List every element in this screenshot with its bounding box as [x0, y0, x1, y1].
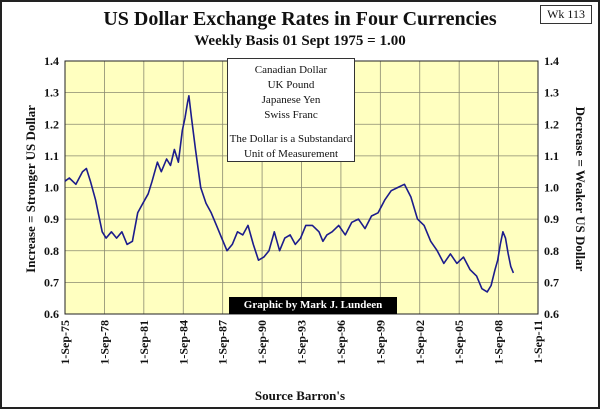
y-tick-label-right: 1.1: [544, 149, 559, 163]
x-tick-label: 1-Sep-78: [97, 320, 111, 365]
y-tick-label-right: 0.6: [544, 307, 559, 321]
y-tick-label-left: 1.4: [44, 54, 59, 68]
series-line-exchange-rate: [64, 95, 515, 293]
y-tick-label-left: 0.9: [44, 212, 59, 226]
week-tag: Wk 113: [540, 5, 592, 24]
y-tick-label-left: 1.3: [44, 86, 59, 100]
legend-box: Canadian Dollar UK Pound Japanese Yen Sw…: [227, 58, 355, 162]
y-tick-label-right: 1.4: [544, 54, 559, 68]
x-axis-source-label: Source Barron's: [254, 388, 346, 403]
x-tick-label: 1-Sep-99: [373, 320, 387, 365]
annotation-text: The Dollar is a Substandard Unit of Meas…: [229, 133, 353, 160]
y-tick-label-left: 1.1: [44, 149, 59, 163]
x-tick-label: 1-Sep-90: [255, 320, 269, 365]
y-tick-label-right: 1.0: [544, 181, 559, 195]
x-tick-label: 1-Sep-81: [137, 320, 151, 365]
x-tick-label: 1-Sep-96: [334, 320, 348, 365]
y-axis-left-label: Increase = Stronger US Dollar: [23, 105, 38, 273]
x-tick-label: 1-Sep-08: [492, 320, 506, 365]
credit-label: Graphic by Mark J. Lundeen: [229, 297, 397, 314]
x-tick-label: 1-Sep-84: [176, 320, 190, 365]
y-tick-label-right: 0.9: [544, 212, 559, 226]
chart-title: US Dollar Exchange Rates in Four Currenc…: [103, 8, 497, 30]
legend-item-swiss-franc: Swiss Franc: [264, 109, 318, 121]
x-tick-label: 1-Sep-93: [295, 320, 309, 365]
x-tick-label: 1-Sep-87: [216, 320, 230, 365]
x-tick-label: 1-Sep-75: [58, 320, 72, 365]
legend-item-uk-pound: UK Pound: [267, 79, 315, 91]
y-tick-label-left: 0.6: [44, 307, 59, 321]
legend-item-japanese-yen: Japanese Yen: [261, 94, 321, 106]
chart-subtitle: Weekly Basis 01 Sept 1975 = 1.00: [194, 33, 406, 49]
legend-item-canadian-dollar: Canadian Dollar: [254, 64, 328, 76]
y-tick-label-left: 0.7: [44, 275, 59, 289]
y-tick-label-left: 0.8: [44, 244, 59, 258]
y-tick-label-right: 1.2: [544, 117, 559, 131]
x-tick-label: 1-Sep-05: [452, 320, 466, 365]
y-tick-label-left: 1.2: [44, 117, 59, 131]
x-tick-label: 1-Sep-02: [413, 320, 427, 365]
y-tick-label-right: 1.3: [544, 86, 559, 100]
y-tick-label-left: 1.0: [44, 181, 59, 195]
y-tick-label-right: 0.7: [544, 275, 559, 289]
x-tick-label: 1-Sep-11: [531, 320, 545, 364]
y-tick-label-right: 0.8: [544, 244, 559, 258]
y-axis-right-label: Decrease = Weaker US Dollar: [573, 106, 588, 272]
